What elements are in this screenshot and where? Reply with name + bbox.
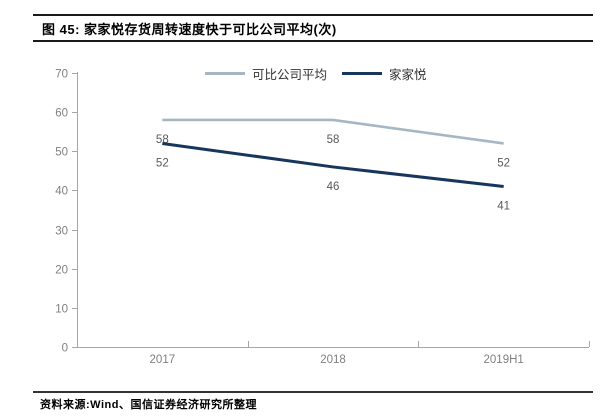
chart-legend: 可比公司平均 家家悦 xyxy=(205,64,427,83)
x-category-label: 2018 xyxy=(320,354,346,366)
x-category-label: 2017 xyxy=(150,354,176,366)
y-tick-label: 0 xyxy=(62,343,68,355)
source-note: 资料来源:Wind、国信证券经济研究所整理 xyxy=(40,399,257,411)
series-line-1 xyxy=(162,141,504,189)
figure-title: 图 45: 家家悦存货周转速度快于可比公司平均(次) xyxy=(42,22,337,37)
y-tick-label: 20 xyxy=(55,265,68,277)
data-label: 52 xyxy=(497,157,510,169)
y-tick-label: 40 xyxy=(55,186,68,198)
data-label: 46 xyxy=(327,181,340,193)
footer-rule xyxy=(33,391,593,393)
y-tick-label: 30 xyxy=(55,226,68,238)
y-tick-label: 70 xyxy=(55,69,68,81)
legend-item-comparable-average: 可比公司平均 xyxy=(205,64,327,83)
y-tick-label: 10 xyxy=(55,304,68,316)
x-category-label: 2019H1 xyxy=(484,354,524,366)
series-line-0 xyxy=(162,118,504,145)
y-tick-label: 50 xyxy=(55,147,68,159)
legend-label-comparable-average: 可比公司平均 xyxy=(252,68,328,82)
data-label: 52 xyxy=(156,157,169,169)
data-label: 41 xyxy=(497,201,510,213)
legend-item-jiajiayue: 家家悦 xyxy=(342,64,427,83)
y-tick-label: 60 xyxy=(55,108,68,120)
legend-label-jiajiayue: 家家悦 xyxy=(389,68,427,82)
title-top-rule xyxy=(33,14,593,16)
title-bottom-rule xyxy=(33,40,593,42)
data-label: 58 xyxy=(327,134,340,146)
legend-line-swatch-jiajiayue xyxy=(342,72,383,75)
legend-line-swatch-comparable-average xyxy=(205,72,245,75)
